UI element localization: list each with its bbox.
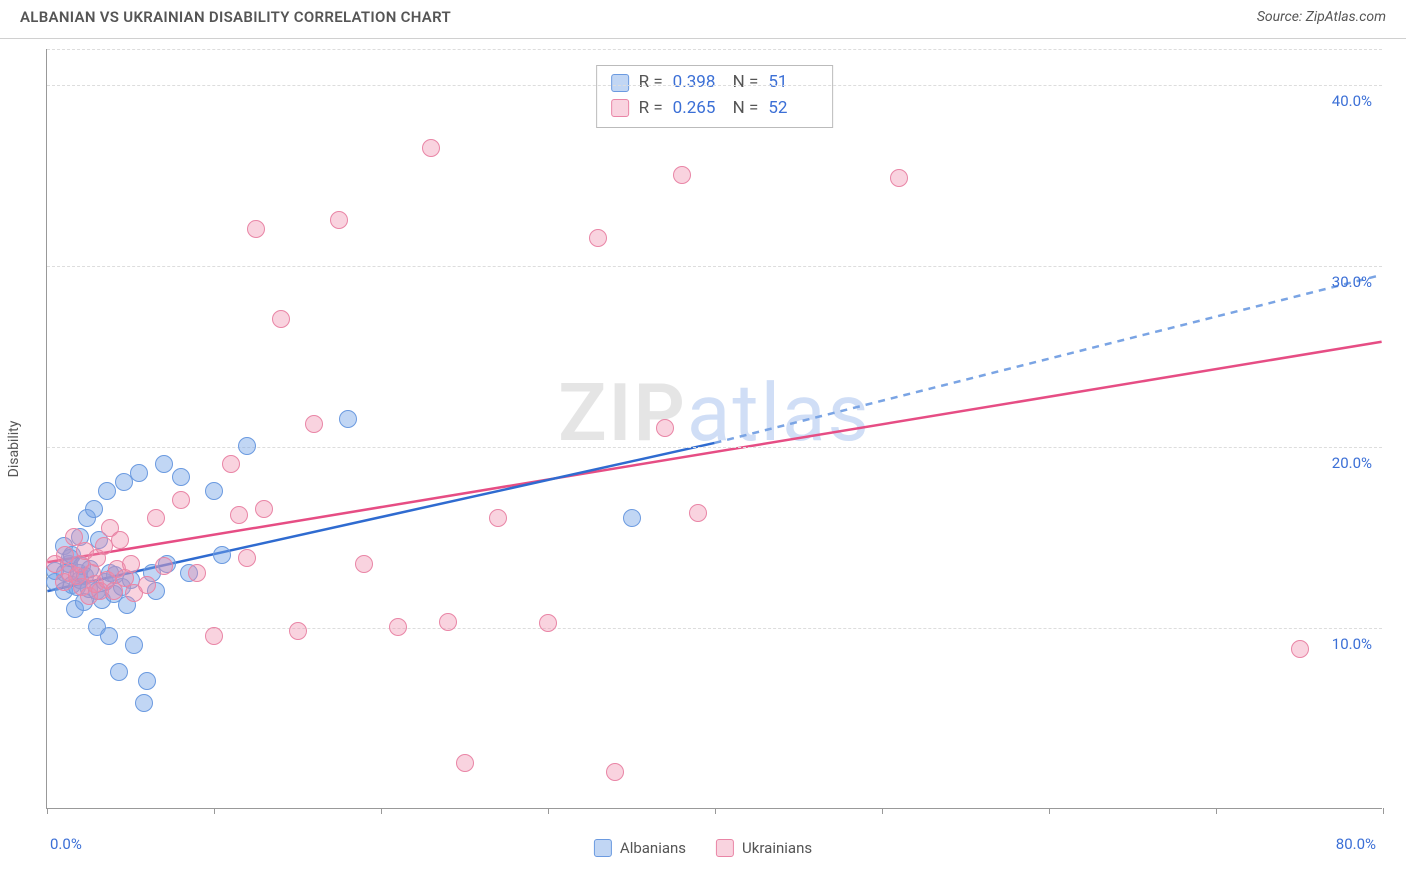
- legend-item-ukrainians: Ukrainians: [716, 839, 812, 857]
- data-point: [147, 509, 165, 527]
- data-point: [138, 576, 156, 594]
- y-tick-label: 30.0%: [1332, 273, 1372, 291]
- x-tick: [214, 808, 215, 814]
- y-tick-label: 20.0%: [1332, 454, 1372, 472]
- data-point: [135, 694, 153, 712]
- x-tick: [715, 808, 716, 814]
- data-point: [213, 546, 231, 564]
- legend-item-albanians: Albanians: [594, 839, 686, 857]
- data-point: [98, 482, 116, 500]
- data-point: [100, 627, 118, 645]
- data-point: [589, 229, 607, 247]
- x-tick: [1216, 808, 1217, 814]
- x-axis-label-right: 80.0%: [1336, 835, 1376, 853]
- data-point: [255, 500, 273, 518]
- gridline: [47, 266, 1382, 267]
- data-point: [890, 169, 908, 187]
- source-attribution: Source: ZipAtlas.com: [1257, 9, 1386, 25]
- data-point: [439, 613, 457, 631]
- data-point: [673, 166, 691, 184]
- data-point: [489, 509, 507, 527]
- data-point: [355, 555, 373, 573]
- x-tick: [1383, 808, 1384, 814]
- data-point: [155, 557, 173, 575]
- data-point: [606, 763, 624, 781]
- data-point: [539, 614, 557, 632]
- data-point: [456, 754, 474, 772]
- data-point: [155, 455, 173, 473]
- data-point: [305, 415, 323, 433]
- chart-title: ALBANIAN VS UKRAINIAN DISABILITY CORRELA…: [20, 8, 451, 26]
- data-point: [656, 419, 674, 437]
- data-point: [110, 663, 128, 681]
- data-point: [172, 468, 190, 486]
- data-point: [689, 504, 707, 522]
- x-tick: [381, 808, 382, 814]
- data-point: [205, 627, 223, 645]
- data-point: [623, 509, 641, 527]
- data-point: [339, 410, 357, 428]
- x-axis-label-left: 0.0%: [50, 835, 82, 853]
- bottom-legend: Albanians Ukrainians: [594, 839, 812, 857]
- swatch-albanians-icon: [594, 839, 612, 857]
- data-point: [130, 464, 148, 482]
- data-point: [238, 549, 256, 567]
- data-point: [85, 500, 103, 518]
- chart-area: Disability ZIPatlas R = 0.398 N = 51 R =…: [0, 39, 1406, 859]
- y-axis-title: Disability: [6, 421, 22, 478]
- data-point: [172, 491, 190, 509]
- data-point: [205, 482, 223, 500]
- x-tick: [548, 808, 549, 814]
- data-point: [389, 618, 407, 636]
- gridline: [47, 85, 1382, 86]
- data-point: [289, 622, 307, 640]
- y-tick-label: 40.0%: [1332, 92, 1372, 110]
- data-point: [230, 506, 248, 524]
- data-point: [272, 310, 290, 328]
- data-point: [1291, 640, 1309, 658]
- scatter-plot: ZIPatlas R = 0.398 N = 51 R = 0.265 N = …: [46, 49, 1382, 809]
- x-tick: [882, 808, 883, 814]
- data-point: [111, 531, 129, 549]
- data-point: [95, 537, 113, 555]
- gridline: [47, 628, 1382, 629]
- data-point: [330, 211, 348, 229]
- data-point: [222, 455, 240, 473]
- data-point: [238, 437, 256, 455]
- y-tick-label: 10.0%: [1332, 635, 1372, 653]
- data-point: [247, 220, 265, 238]
- x-tick: [1049, 808, 1050, 814]
- data-point: [122, 555, 140, 573]
- chart-header: ALBANIAN VS UKRAINIAN DISABILITY CORRELA…: [0, 0, 1406, 39]
- data-point: [422, 139, 440, 157]
- swatch-ukrainians-icon: [716, 839, 734, 857]
- data-point: [138, 672, 156, 690]
- gridline: [47, 49, 1382, 50]
- trendlines-layer: [47, 49, 1382, 808]
- data-point: [125, 636, 143, 654]
- data-point: [188, 564, 206, 582]
- x-tick: [47, 808, 48, 814]
